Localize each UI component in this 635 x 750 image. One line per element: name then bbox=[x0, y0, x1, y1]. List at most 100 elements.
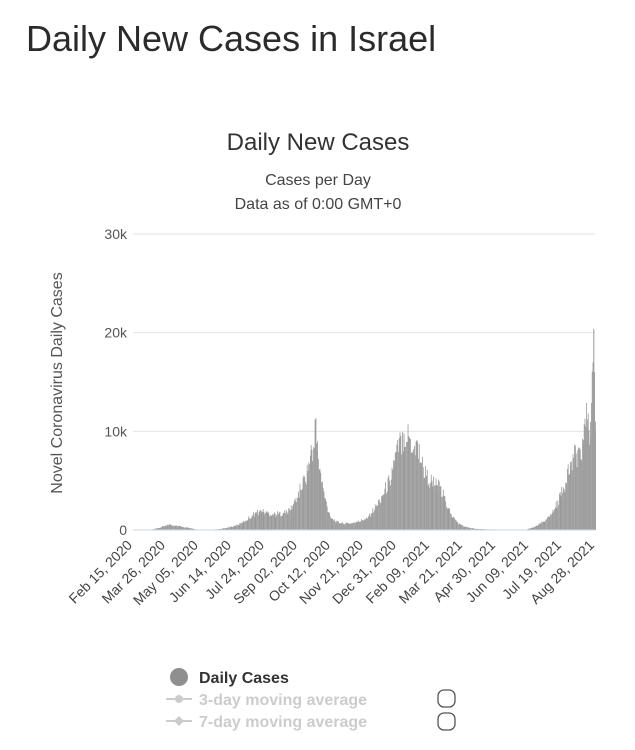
bar bbox=[540, 523, 542, 530]
bar bbox=[461, 524, 463, 530]
bar bbox=[321, 482, 322, 530]
legend-dot-icon bbox=[175, 695, 183, 703]
bar bbox=[313, 448, 315, 530]
bar bbox=[378, 499, 379, 530]
bar bbox=[418, 458, 419, 530]
bar bbox=[323, 491, 325, 530]
bar bbox=[409, 437, 411, 530]
bar bbox=[436, 484, 438, 530]
bar bbox=[474, 528, 476, 530]
y-tick-label: 0 bbox=[119, 522, 127, 538]
bar bbox=[565, 482, 567, 530]
bar bbox=[349, 523, 351, 530]
bar bbox=[232, 527, 234, 530]
bar bbox=[406, 442, 408, 530]
bar bbox=[412, 451, 414, 530]
legend-item-daily-cases[interactable]: Daily Cases bbox=[170, 668, 289, 687]
bar bbox=[174, 525, 176, 530]
bar bbox=[385, 482, 387, 530]
bar bbox=[244, 522, 246, 530]
bar bbox=[346, 522, 348, 530]
bar bbox=[167, 524, 169, 530]
bar bbox=[442, 496, 443, 530]
bar bbox=[386, 493, 387, 530]
bar bbox=[468, 527, 470, 530]
bar bbox=[241, 523, 243, 530]
bar bbox=[309, 455, 311, 530]
bar bbox=[373, 512, 375, 530]
bar bbox=[471, 528, 473, 530]
bar bbox=[274, 514, 276, 530]
bar bbox=[229, 527, 230, 530]
legend-label-3-day-average: 3-day moving average bbox=[199, 692, 367, 709]
legend-item-3-day-average[interactable]: 3-day moving average bbox=[166, 692, 367, 709]
bar bbox=[554, 509, 555, 530]
bar bbox=[321, 485, 323, 530]
bar bbox=[265, 512, 266, 530]
bar bbox=[223, 528, 225, 530]
bar bbox=[273, 514, 274, 530]
bar bbox=[550, 513, 551, 530]
bar bbox=[477, 528, 479, 530]
bar bbox=[541, 521, 543, 530]
bar bbox=[259, 510, 261, 530]
bar bbox=[266, 511, 268, 530]
bar bbox=[338, 522, 340, 530]
bar bbox=[416, 439, 418, 530]
bar bbox=[370, 513, 372, 530]
legend-diamond-icon bbox=[174, 716, 184, 726]
bar bbox=[159, 527, 161, 530]
bar bbox=[242, 521, 244, 530]
bar bbox=[155, 528, 157, 530]
bar bbox=[173, 525, 175, 530]
bar bbox=[171, 525, 173, 530]
bar bbox=[529, 528, 531, 530]
bar bbox=[297, 497, 298, 530]
bar bbox=[300, 489, 302, 530]
bar bbox=[548, 515, 550, 530]
bar bbox=[545, 519, 547, 530]
bar bbox=[441, 496, 443, 530]
bar bbox=[331, 518, 333, 530]
bar bbox=[156, 528, 158, 530]
bar bbox=[574, 456, 576, 530]
bar bbox=[334, 521, 336, 530]
bar bbox=[570, 461, 572, 530]
legend-item-7-day-average[interactable]: 7-day moving average bbox=[166, 714, 367, 731]
toggle-7-day-average-icon[interactable] bbox=[437, 712, 456, 731]
bar bbox=[354, 523, 356, 530]
bar bbox=[446, 506, 447, 530]
bar bbox=[268, 512, 270, 530]
bar bbox=[476, 528, 478, 530]
bar bbox=[566, 468, 568, 530]
bar bbox=[255, 511, 257, 530]
bar bbox=[308, 462, 310, 530]
bar bbox=[313, 447, 314, 530]
bar bbox=[257, 510, 258, 530]
chart-title: Daily New Cases bbox=[227, 129, 410, 156]
bar bbox=[293, 504, 294, 530]
bar bbox=[301, 490, 302, 530]
bar bbox=[169, 524, 171, 530]
bar bbox=[320, 472, 322, 530]
toggle-3-day-average-icon[interactable] bbox=[437, 689, 456, 708]
bar bbox=[560, 495, 562, 530]
bar bbox=[391, 467, 393, 530]
bar bbox=[579, 449, 581, 530]
bar bbox=[344, 524, 346, 530]
bar bbox=[369, 513, 371, 530]
bar bbox=[265, 511, 267, 530]
bar bbox=[460, 524, 462, 530]
bar bbox=[252, 515, 254, 530]
y-axis-label: Novel Coronavirus Daily Cases bbox=[49, 272, 66, 493]
bar bbox=[559, 492, 561, 530]
bar bbox=[258, 512, 260, 530]
bar bbox=[356, 521, 358, 530]
bar bbox=[586, 403, 587, 530]
bar bbox=[450, 513, 451, 530]
bar bbox=[562, 487, 564, 530]
bar bbox=[241, 522, 242, 530]
bar bbox=[467, 527, 469, 530]
bar bbox=[395, 451, 397, 530]
bar bbox=[224, 528, 226, 530]
